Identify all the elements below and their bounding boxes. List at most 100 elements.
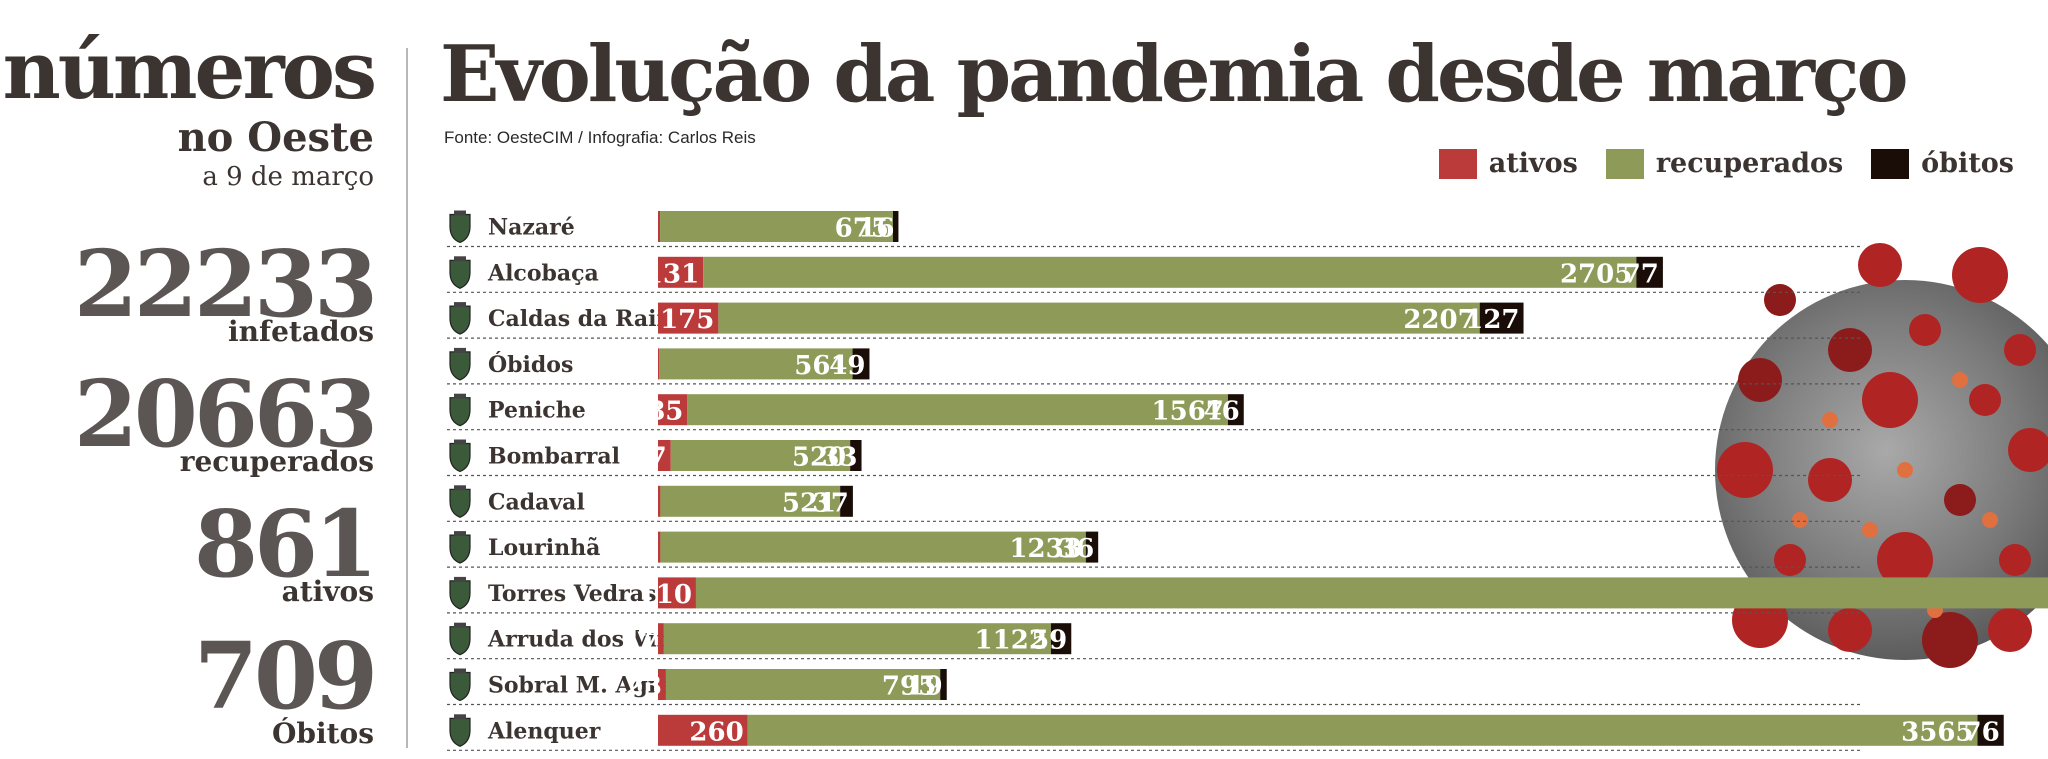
data-label: 17 <box>624 626 660 656</box>
data-label: 127 <box>1465 305 1519 335</box>
data-label: 3 <box>637 351 655 381</box>
column-divider <box>406 48 408 748</box>
virus-spike <box>1808 458 1852 502</box>
data-label: 36 <box>1058 534 1094 564</box>
virus-dot <box>1862 522 1878 538</box>
stat-recuperados-value: 20663 <box>73 360 378 468</box>
bar-segment-recuperados <box>659 348 853 380</box>
data-label: 675 <box>835 214 889 244</box>
bar-segment-óbitos <box>1977 714 2004 746</box>
data-label: 3565 <box>1901 717 1973 747</box>
virus-spike <box>2008 428 2048 472</box>
bar-segment-recuperados <box>718 302 1480 334</box>
summary-title: números <box>2 23 377 117</box>
virus-spike <box>1969 384 2001 416</box>
bar-segment-recuperados <box>695 577 2048 609</box>
data-label: 110 <box>638 580 692 610</box>
bar-segment-óbitos <box>1050 623 1072 655</box>
summary-subtitle: no Oeste <box>177 114 374 161</box>
bar-segment-recuperados <box>663 623 1051 655</box>
stat-obitos-value: 709 <box>193 622 378 730</box>
crest-icon <box>449 714 471 747</box>
crest-icon <box>449 668 471 702</box>
virus-spike <box>2004 334 2036 366</box>
stat-obitos-label: Óbitos <box>272 717 374 750</box>
legend-item-obitos: óbitos <box>1871 148 2014 179</box>
bar-segment-ativos <box>658 302 719 334</box>
bar-segment-recuperados <box>747 714 1978 746</box>
virus-spike <box>1828 328 1872 372</box>
data-label: 131 <box>645 259 699 289</box>
stat-recuperados-label: recuperados <box>179 445 374 478</box>
virus-dot <box>1952 372 1968 388</box>
data-label: 23 <box>626 672 662 702</box>
legend-swatch-obitos <box>1871 148 1910 179</box>
bar-segment-recuperados <box>665 669 941 700</box>
data-label: 2207 <box>1403 305 1475 335</box>
data-label: 33 <box>821 443 857 473</box>
bar-segment-recuperados <box>703 256 1637 288</box>
crest-icon <box>449 302 471 335</box>
crest-icon <box>449 622 471 656</box>
crest-icon <box>449 576 471 610</box>
data-label: 76 <box>1964 717 2000 747</box>
data-label: 1122 <box>975 626 1047 656</box>
data-label: 85 <box>647 397 683 427</box>
bar-segment-óbitos <box>840 485 853 517</box>
virus-spike <box>1764 284 1796 316</box>
bar-segment-ativos <box>658 623 664 655</box>
legend-label-obitos: óbitos <box>1921 148 2014 179</box>
category-label: Lourinhã <box>488 535 600 561</box>
virus-spike <box>1988 608 2032 652</box>
stat-ativos-value: 861 <box>193 490 378 598</box>
chart-legend: ativos recuperados óbitos <box>1425 148 2014 179</box>
crest-icon <box>449 439 471 473</box>
data-label: 521 <box>782 488 836 518</box>
crest-icon <box>449 485 471 518</box>
legend-swatch-recuperados <box>1605 148 1644 179</box>
bar-segment-óbitos <box>1479 302 1524 334</box>
bar-segment-recuperados <box>687 394 1228 426</box>
chart-title: Evolução da pandemia desde março <box>440 29 1908 120</box>
virus-spike <box>1944 484 1976 516</box>
virus-dot <box>1897 462 1913 478</box>
virus-spike <box>1922 612 1978 668</box>
bar-segment-óbitos <box>852 348 870 380</box>
data-label: 1233 <box>1009 534 1081 564</box>
data-label: 7 <box>638 488 656 518</box>
stat-ativos-label: ativos <box>281 575 374 608</box>
crest-icon <box>449 393 471 427</box>
summary-panel: números no Oeste a 9 de março 22233 infe… <box>0 0 380 759</box>
data-label: 16 <box>858 214 894 244</box>
legend-label-recuperados: recuperados <box>1655 148 1844 179</box>
chart-row: Torres Vedras1105192168 <box>447 576 2048 614</box>
category-label: Alcobaça <box>487 260 599 286</box>
data-label: 175 <box>660 305 714 335</box>
virus-spike <box>1738 358 1782 402</box>
bar-segment-recuperados <box>660 531 1086 563</box>
data-label: 46 <box>1204 397 1240 427</box>
category-label: Alenquer <box>487 718 601 744</box>
bar-segment-óbitos <box>1227 394 1244 426</box>
legend-label-ativos: ativos <box>1488 148 1578 179</box>
data-label: 795 <box>882 672 936 702</box>
data-label: 7 <box>638 534 656 564</box>
crest-icon <box>449 256 471 289</box>
bar-segment-ativos <box>658 256 704 288</box>
virus-spike <box>1999 544 2031 576</box>
data-label: 37 <box>631 443 667 473</box>
virus-spike <box>1717 442 1773 498</box>
virus-spike <box>1858 243 1902 287</box>
data-label: 59 <box>1031 626 1067 656</box>
virus-spike <box>1828 608 1872 652</box>
chart-source: Fonte: OesteCIM / Infografia: Carlos Rei… <box>444 128 756 147</box>
data-label: 260 <box>689 717 743 747</box>
bar-segment-ativos <box>658 714 748 746</box>
virus-spike <box>1862 372 1918 428</box>
